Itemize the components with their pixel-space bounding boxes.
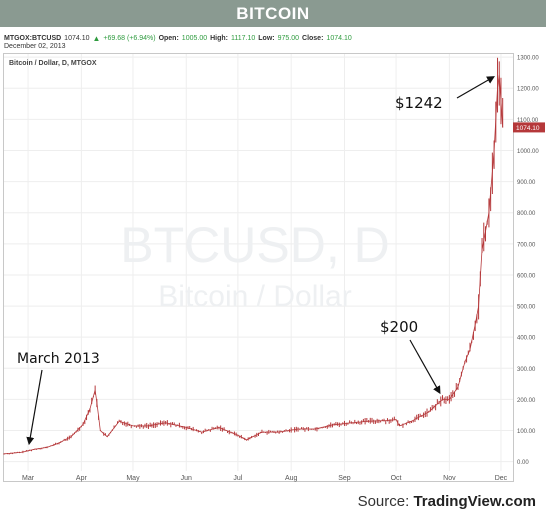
low-label: Low: [258,34,275,42]
y-tick-label: 1000.00 [517,149,539,155]
source-prefix: Source: [357,493,414,510]
price-series [3,57,504,455]
symbol-label: MTGOX:BTCUSD [4,34,62,42]
y-tick-label: 500.00 [517,305,536,311]
annotation-arrow [26,369,43,446]
x-tick-label: Jun [181,475,192,482]
x-tick-label: Nov [443,475,456,482]
open-label: Open: [158,34,179,42]
y-tick-label: 700.00 [517,242,536,248]
annotation-arrow [456,76,495,99]
close-value: 1074.10 [326,34,352,42]
y-axis: 0.00 100.00 200.00 300.00 400.00 500.00 600.00… [517,56,539,467]
price-line [3,75,504,455]
x-tick-label: Mar [22,475,35,482]
x-tick-label: Oct [391,475,402,482]
quote-date: December 02, 2013 [4,43,66,50]
high-label: High: [210,34,228,42]
y-tick-label: 1200.00 [517,87,539,93]
y-tick-label: 800.00 [517,211,536,217]
y-tick-label: 1100.00 [517,118,539,124]
price-change: +69.68 (+6.94%) [103,34,156,42]
x-tick-label: Aug [285,475,298,482]
annotation-arrow [409,339,441,395]
chart-panel-label: Bitcoin / Dollar, D, MTGOX [9,60,97,67]
x-axis: Mar Apr May Jun Jul Aug Sep Oct Nov Dec [22,475,508,482]
close-label: Close: [302,34,324,42]
x-tick-label: May [126,475,140,482]
y-tick-label: 600.00 [517,273,536,279]
last-price: 1074.10 [64,34,90,42]
y-tick-label: 900.00 [517,180,536,186]
low-value: 975.00 [277,34,300,42]
annotation-label: $200 [380,318,418,336]
high-value: 1117.10 [231,34,256,42]
y-tick-label: 300.00 [517,367,536,373]
x-tick-label: Sep [338,475,351,482]
y-tick-label: 0.00 [517,460,529,466]
last-price-tag: 1074.10 [513,122,545,133]
watermark-name: Bitcoin / Dollar [158,280,351,313]
source-brand: TradingView.com [413,493,536,510]
last-price-tag-label: 1074.10 [516,125,540,132]
watermark: BTCUSD, D Bitcoin / Dollar [120,217,389,313]
y-tick-label: 400.00 [517,336,536,342]
quote-line: MTGOX:BTCUSD 1074.10 ▲ +69.68 (+6.94%) O… [4,32,352,44]
x-tick-label: Jul [233,475,242,482]
x-tick-label: Dec [495,475,508,482]
y-tick-label: 100.00 [517,429,536,435]
annotation-label: March 2013 [17,351,100,367]
x-tick-label: Apr [76,475,88,482]
annotations: March 2013 $200 $1242 [17,76,495,446]
source-credit: Source: TradingView.com [358,493,536,510]
open-value: 1005.00 [181,34,208,42]
grid-lines [4,54,513,471]
y-tick-label: 1300.00 [517,56,539,62]
up-arrow-icon: ▲ [92,33,101,43]
y-tick-label: 200.00 [517,398,536,404]
annotation-label: $1242 [395,94,443,112]
watermark-symbol: BTCUSD, D [120,217,389,273]
page-title: BITCOIN [0,0,546,27]
last-price-tag-box [513,122,545,133]
